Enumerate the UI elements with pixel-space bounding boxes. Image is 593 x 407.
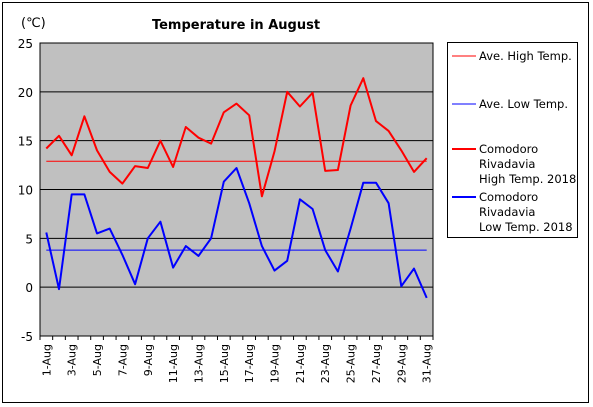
series-line-3	[45, 167, 428, 299]
x-tick-label: 11-Aug	[167, 344, 180, 383]
x-tick-label: 3-Aug	[66, 344, 79, 376]
series-line-2	[45, 77, 428, 198]
legend-label-1: Ave. Low Temp.	[479, 97, 568, 111]
legend-label-3: Rivadavia	[479, 205, 535, 219]
legend-label-3: Comodoro	[479, 190, 538, 204]
x-tick-label: 25-Aug	[345, 344, 358, 383]
x-tick-label: 21-Aug	[294, 344, 307, 383]
x-tick-label: 27-Aug	[370, 344, 383, 383]
legend-label-3: Low Temp. 2018	[479, 220, 573, 234]
y-tick-label: 0	[25, 281, 33, 295]
series-lines	[45, 77, 428, 299]
x-axis-tick-labels: 1-Aug 3-Aug 5-Aug 7-Aug 9-Aug 11-Aug 13-Aug 15-…	[40, 344, 433, 383]
y-tick-label: 5	[25, 232, 33, 246]
legend-label-0: Ave. High Temp.	[479, 49, 572, 63]
x-tick-label: 5-Aug	[91, 344, 104, 376]
x-tick-label: 9-Aug	[142, 344, 155, 376]
y-tick-label: 15	[18, 135, 33, 149]
x-tick-label: 29-Aug	[395, 344, 408, 383]
x-tick-label: 23-Aug	[319, 344, 332, 383]
y-tick-label: 25	[18, 37, 33, 51]
y-tick-label: -5	[21, 330, 33, 344]
x-tick-label: 15-Aug	[218, 344, 231, 383]
y-unit-label: (℃)	[21, 16, 46, 31]
y-tick-label: 20	[18, 86, 33, 100]
x-axis-ticks	[39, 336, 434, 340]
x-tick-label: 7-Aug	[116, 344, 129, 376]
y-axis-tick-labels: 25 20 15 10 5 0 -5	[18, 37, 33, 344]
legend-label-2: High Temp. 2018	[479, 172, 576, 186]
chart-title: Temperature in August	[152, 18, 320, 33]
legend	[447, 42, 578, 238]
x-tick-label: 17-Aug	[243, 344, 256, 383]
legend-label-2: Rivadavia	[479, 157, 535, 171]
x-tick-label: 31-Aug	[421, 344, 434, 383]
legend-label-2: Comodoro	[479, 142, 538, 156]
y-tick-label: 10	[18, 184, 33, 198]
x-tick-label: 13-Aug	[192, 344, 205, 383]
x-tick-label: 1-Aug	[40, 344, 53, 376]
x-tick-label: 19-Aug	[269, 344, 282, 383]
